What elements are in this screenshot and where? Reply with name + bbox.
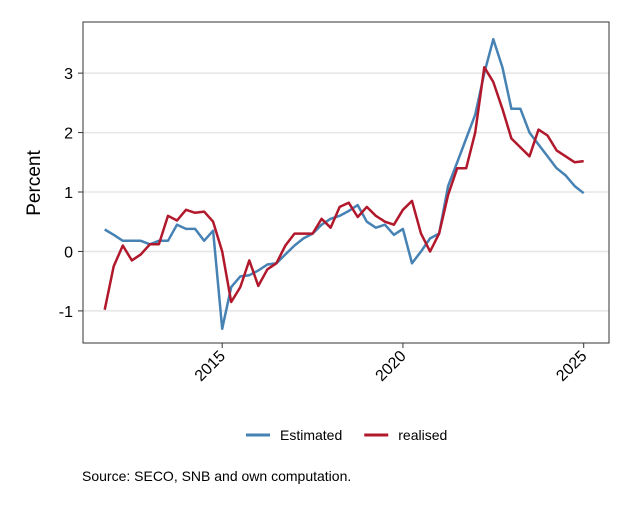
legend-label: Estimated [280,427,342,443]
y-tick-label: 2 [64,126,73,143]
legend-label: realised [398,427,447,443]
x-tick-label: 2015 [192,348,229,385]
caption: Source: SECO, SNB and own computation. [82,468,351,484]
y-tick-label: 0 [64,244,73,261]
data-line [103,65,584,310]
y-tick-label: -1 [59,304,73,321]
y-tick-label: 1 [64,185,73,202]
y-axis-label: Percent [24,150,45,216]
x-tick-label: 2020 [373,348,410,385]
data-line [104,37,585,330]
x-tick-label: 2025 [553,348,590,385]
plot-border [82,21,610,344]
y-tick-label: 3 [64,66,73,83]
